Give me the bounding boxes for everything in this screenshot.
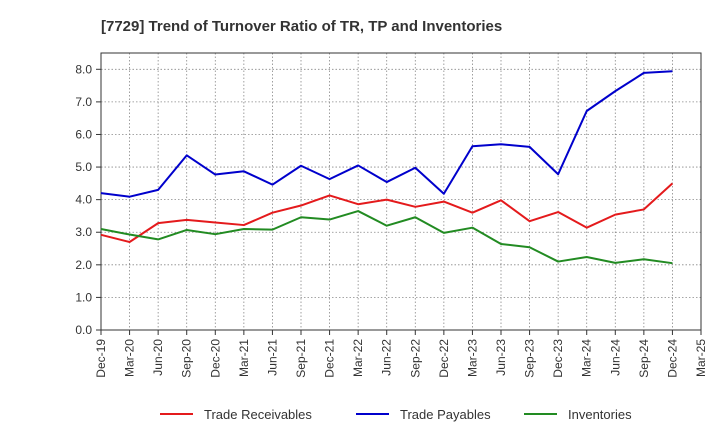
y-tick-label: 1.0 — [75, 290, 92, 304]
y-tick-label: 6.0 — [75, 127, 92, 141]
y-tick-label: 2.0 — [75, 258, 92, 272]
x-tick-label: Mar-23 — [465, 339, 479, 377]
x-tick-label: Sep-22 — [408, 339, 422, 378]
x-tick-label: Dec-24 — [665, 339, 679, 378]
x-tick-label: Jun-23 — [494, 339, 508, 376]
series-line-0 — [100, 182, 674, 244]
y-tick-label: 4.0 — [75, 193, 92, 207]
legend-label-2: Inventories — [568, 407, 632, 422]
y-tick-label: 7.0 — [75, 95, 92, 109]
x-tick-label: Mar-21 — [237, 339, 251, 377]
x-axis: Dec-19 Mar-20 Jun-20 Sep-20 Dec-20 Mar-21 Jun-… — [94, 330, 708, 378]
grid — [100, 53, 702, 331]
x-tick-label: Dec-21 — [323, 339, 337, 378]
x-tick-label: Jun-21 — [265, 339, 279, 376]
y-tick-label: 0.0 — [75, 323, 92, 337]
plot-area — [100, 52, 702, 331]
y-tick-label: 5.0 — [75, 160, 92, 174]
x-tick-label: Mar-22 — [351, 339, 365, 377]
series-lines — [100, 70, 674, 265]
legend-label-0: Trade Receivables — [204, 407, 312, 422]
x-tick-label: Jun-24 — [608, 339, 622, 376]
x-tick-label: Dec-19 — [94, 339, 108, 378]
x-tick-label: Sep-23 — [523, 339, 537, 378]
x-tick-label: Mar-25 — [694, 339, 708, 377]
x-tick-label: Sep-20 — [180, 339, 194, 378]
legend: Trade Receivables Trade Payables Inventori… — [160, 407, 632, 422]
y-tick-label: 8.0 — [75, 62, 92, 76]
x-tick-label: Mar-24 — [580, 339, 594, 377]
x-tick-label: Dec-20 — [208, 339, 222, 378]
x-tick-label: Sep-21 — [294, 339, 308, 378]
chart-title: [7729] Trend of Turnover Ratio of TR, TP… — [101, 18, 502, 35]
y-tick-label: 3.0 — [75, 225, 92, 239]
x-tick-label: Jun-22 — [380, 339, 394, 376]
legend-label-1: Trade Payables — [400, 407, 491, 422]
x-tick-label: Jun-20 — [151, 339, 165, 376]
y-axis: 0.0 1.0 2.0 3.0 4.0 5.0 6.0 7.0 8.0 — [75, 62, 101, 337]
series-line-2 — [100, 210, 673, 265]
x-tick-label: Dec-23 — [551, 339, 565, 378]
x-tick-label: Mar-20 — [123, 339, 137, 377]
series-line-1 — [100, 70, 673, 198]
x-tick-label: Dec-22 — [437, 339, 451, 378]
x-tick-label: Sep-24 — [637, 339, 651, 378]
